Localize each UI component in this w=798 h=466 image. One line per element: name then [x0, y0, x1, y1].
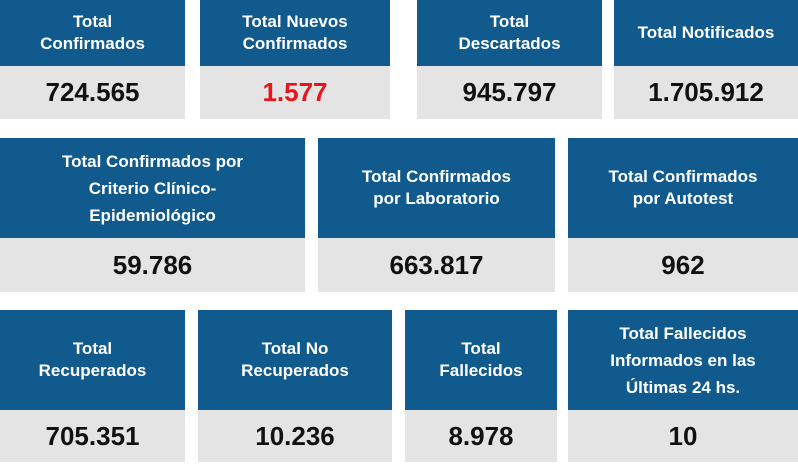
card-header: Total Nuevos Confirmados — [200, 0, 390, 66]
stat-card: Total Recuperados 705.351 — [0, 310, 185, 462]
card-header: Total Descartados — [417, 0, 602, 66]
card-label: Recuperados — [38, 361, 147, 380]
card-value: 663.817 — [318, 238, 555, 292]
card-value: 10.236 — [198, 410, 392, 462]
card-label: Total Nuevos — [242, 12, 348, 31]
card-header: Total Fallecidos — [405, 310, 557, 410]
card-value: 8.978 — [405, 410, 557, 462]
stat-card: Total Fallecidos 8.978 — [405, 310, 557, 462]
card-value: 1.705.912 — [614, 66, 798, 119]
card-label: Total — [461, 339, 501, 358]
card-value: 945.797 — [417, 66, 602, 119]
card-header: Total Recuperados — [0, 310, 185, 410]
card-header: Total Confirmados — [0, 0, 185, 66]
card-label: Confirmados — [242, 34, 348, 53]
card-label: Total Confirmados — [608, 167, 758, 186]
card-label: Criterio Clínico- — [88, 178, 217, 198]
card-label: Descartados — [458, 34, 561, 53]
card-label: Fallecidos — [439, 361, 523, 380]
stat-card: Total Confirmados por Laboratorio 663.817 — [318, 138, 555, 292]
card-label: Total Fallecidos — [619, 323, 747, 343]
stat-card: Total Confirmados por Criterio Clínico- Ep… — [0, 138, 305, 292]
card-header: Total Fallecidos Informados en las Últimas… — [568, 310, 798, 410]
card-label: Total Notificados — [637, 23, 775, 42]
stat-card: Total Descartados 945.797 — [417, 0, 602, 119]
stat-card: Total Nuevos Confirmados 1.577 — [200, 0, 390, 119]
card-value: 59.786 — [0, 238, 305, 292]
card-header: Total Confirmados por Criterio Clínico- Ep… — [0, 138, 305, 238]
card-label: Confirmados — [40, 34, 145, 53]
card-label: Total No — [261, 339, 329, 358]
card-value: 1.577 — [200, 66, 390, 119]
card-label: Total — [72, 339, 113, 358]
card-header: Total Notificados — [614, 0, 798, 66]
card-label: Total — [489, 12, 530, 31]
stat-card: Total Fallecidos Informados en las Últimas… — [568, 310, 798, 462]
card-label: Total Confirmados por — [61, 151, 243, 171]
card-label: Total Confirmados — [362, 167, 511, 186]
card-label: Informados en las — [610, 350, 756, 370]
card-value: 10 — [568, 410, 798, 462]
card-label: por Autotest — [632, 189, 734, 208]
card-header: Total Confirmados por Laboratorio — [318, 138, 555, 238]
card-value: 962 — [568, 238, 798, 292]
stat-card: Total Confirmados 724.565 — [0, 0, 185, 119]
card-value: 705.351 — [0, 410, 185, 462]
stat-card: Total Confirmados por Autotest 962 — [568, 138, 798, 292]
card-label: Total — [72, 12, 113, 31]
card-header: Total No Recuperados — [198, 310, 392, 410]
stat-card: Total Notificados 1.705.912 — [614, 0, 798, 119]
stat-card: Total No Recuperados 10.236 — [198, 310, 392, 462]
card-label: Últimas 24 hs. — [625, 377, 741, 397]
card-label: Epidemiológico — [89, 205, 216, 225]
card-label: Recuperados — [241, 361, 349, 380]
card-value: 724.565 — [0, 66, 185, 119]
card-label: por Laboratorio — [373, 189, 500, 208]
card-header: Total Confirmados por Autotest — [568, 138, 798, 238]
